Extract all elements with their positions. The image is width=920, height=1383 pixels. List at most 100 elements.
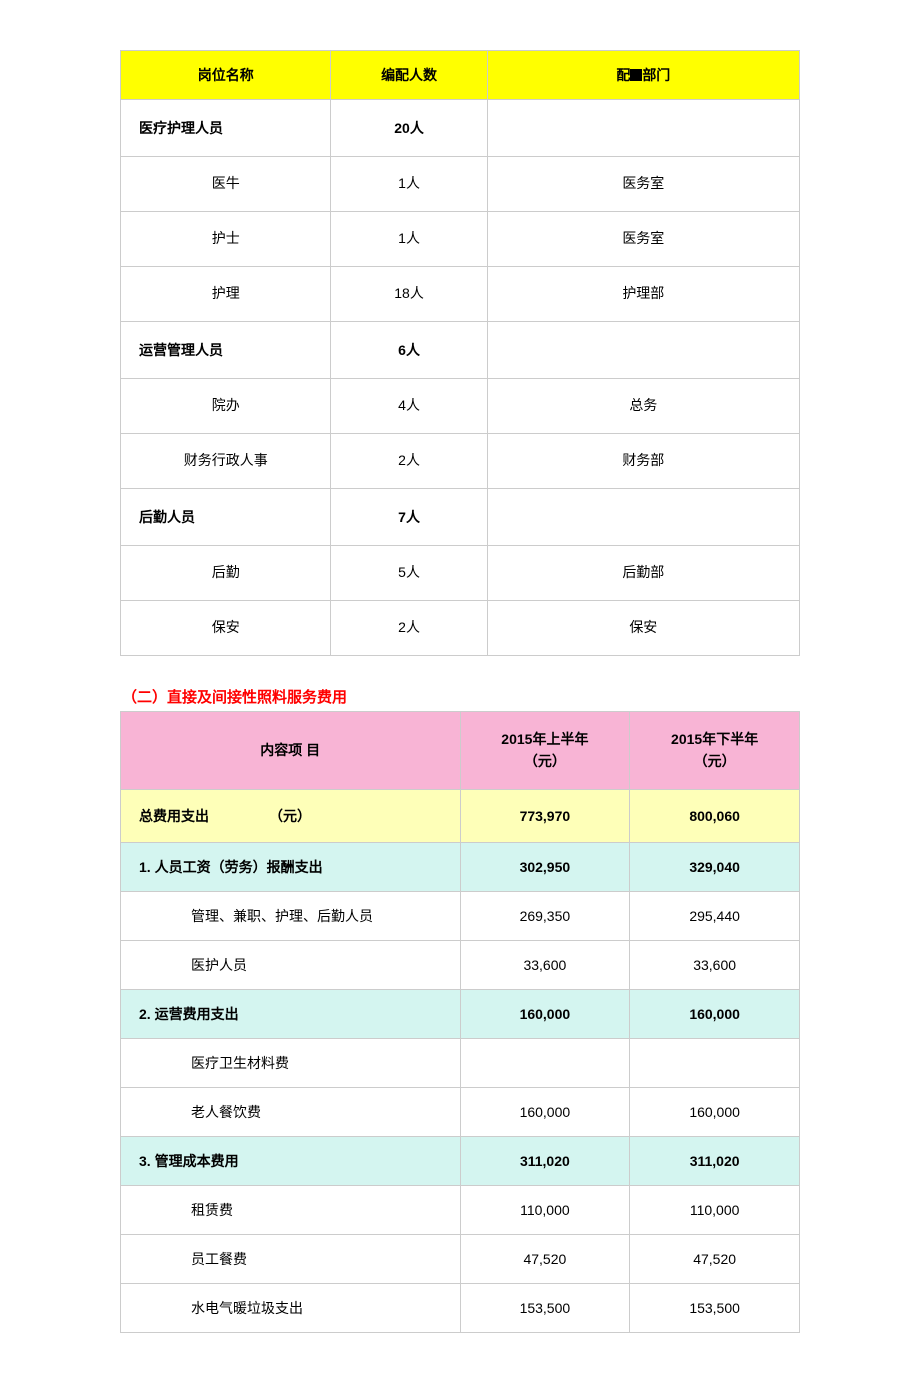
position-count: 4人 (331, 379, 487, 434)
item-name: 管理、兼职、护理、后勤人员 (121, 891, 461, 940)
col-h1-line2: （元） (524, 753, 566, 769)
table1-category-row: 后勤人员7人 (121, 489, 800, 546)
item-h1 (460, 1038, 630, 1087)
col-h2-line2: （元） (694, 753, 736, 769)
table1-category-row: 运营管理人员6人 (121, 322, 800, 379)
item-h1: 47,520 (460, 1234, 630, 1283)
col-count: 编配人数 (331, 51, 487, 100)
total-row: 总费用支出（元）773,970800,060 (121, 789, 800, 842)
category-name: 医疗护理人员 (121, 100, 331, 157)
expense-item-row: 老人餐饮费160,000160,000 (121, 1087, 800, 1136)
group-title: 3. 管理成本费用 (121, 1136, 461, 1185)
table1-sub-row: 后勤5人后勤部 (121, 546, 800, 601)
category-dept (487, 322, 799, 379)
table1-sub-row: 财务行政人事2人财务部 (121, 434, 800, 489)
item-h2: 47,520 (630, 1234, 800, 1283)
table1-sub-row: 院办4人总务 (121, 379, 800, 434)
group-h1: 302,950 (460, 842, 630, 891)
position-dept: 后勤部 (487, 546, 799, 601)
item-h2: 110,000 (630, 1185, 800, 1234)
col-position: 岗位名称 (121, 51, 331, 100)
table2-body: 总费用支出（元）773,970800,0601. 人员工资（劳务）报酬支出302… (121, 789, 800, 1332)
table1-sub-row: 保安2人保安 (121, 601, 800, 656)
position-count: 18人 (331, 267, 487, 322)
item-h1: 160,000 (460, 1087, 630, 1136)
section2-heading: （二）直接及间接性照料服务费用 (120, 686, 800, 707)
black-square-icon (630, 69, 642, 81)
expenses-table: 内容项 目 2015年上半年 （元） 2015年下半年 （元） 总费用支出（元）… (120, 711, 800, 1333)
category-name: 后勤人员 (121, 489, 331, 546)
item-name: 医疗卫生材料费 (121, 1038, 461, 1087)
item-h2: 153,500 (630, 1283, 800, 1332)
category-dept (487, 489, 799, 546)
category-count: 6人 (331, 322, 487, 379)
position-count: 2人 (331, 434, 487, 489)
position-count: 2人 (331, 601, 487, 656)
position-count: 1人 (331, 157, 487, 212)
category-name: 运营管理人员 (121, 322, 331, 379)
col-h1: 2015年上半年 （元） (460, 712, 630, 790)
item-h1: 33,600 (460, 940, 630, 989)
expense-group-row: 3. 管理成本费用311,020311,020 (121, 1136, 800, 1185)
position-name: 护士 (121, 212, 331, 267)
position-dept: 医务室 (487, 212, 799, 267)
col-dept: 配部门 (487, 51, 799, 100)
item-name: 员工餐费 (121, 1234, 461, 1283)
position-name: 财务行政人事 (121, 434, 331, 489)
position-name: 护理 (121, 267, 331, 322)
position-dept: 医务室 (487, 157, 799, 212)
position-dept: 财务部 (487, 434, 799, 489)
position-name: 医牛 (121, 157, 331, 212)
group-title: 2. 运营费用支出 (121, 989, 461, 1038)
position-dept: 保安 (487, 601, 799, 656)
col-h2-line1: 2015年下半年 (671, 731, 758, 747)
total-label: 总费用支出（元） (121, 789, 461, 842)
table1-category-row: 医疗护理人员20人 (121, 100, 800, 157)
item-h2: 295,440 (630, 891, 800, 940)
position-dept: 护理部 (487, 267, 799, 322)
position-name: 保安 (121, 601, 331, 656)
expense-item-row: 管理、兼职、护理、后勤人员269,350295,440 (121, 891, 800, 940)
category-count: 20人 (331, 100, 487, 157)
group-h1: 311,020 (460, 1136, 630, 1185)
table1-header-row: 岗位名称 编配人数 配部门 (121, 51, 800, 100)
group-h1: 160,000 (460, 989, 630, 1038)
expense-group-row: 1. 人员工资（劳务）报酬支出302,950329,040 (121, 842, 800, 891)
table1-sub-row: 护士1人医务室 (121, 212, 800, 267)
total-h1: 773,970 (460, 789, 630, 842)
staffing-table: 岗位名称 编配人数 配部门 医疗护理人员20人医牛1人医务室护士1人医务室护理1… (120, 50, 800, 656)
group-h2: 329,040 (630, 842, 800, 891)
position-count: 1人 (331, 212, 487, 267)
col-item: 内容项 目 (121, 712, 461, 790)
position-dept: 总务 (487, 379, 799, 434)
item-h2 (630, 1038, 800, 1087)
group-title: 1. 人员工资（劳务）报酬支出 (121, 842, 461, 891)
item-name: 老人餐饮费 (121, 1087, 461, 1136)
group-h2: 311,020 (630, 1136, 800, 1185)
table1-sub-row: 医牛1人医务室 (121, 157, 800, 212)
expense-item-row: 医疗卫生材料费 (121, 1038, 800, 1087)
expense-item-row: 水电气暖垃圾支出153,500153,500 (121, 1283, 800, 1332)
expense-group-row: 2. 运营费用支出160,000160,000 (121, 989, 800, 1038)
expense-item-row: 医护人员33,60033,600 (121, 940, 800, 989)
group-h2: 160,000 (630, 989, 800, 1038)
position-count: 5人 (331, 546, 487, 601)
total-h2: 800,060 (630, 789, 800, 842)
position-name: 后勤 (121, 546, 331, 601)
item-h2: 33,600 (630, 940, 800, 989)
table1-sub-row: 护理18人护理部 (121, 267, 800, 322)
position-name: 院办 (121, 379, 331, 434)
item-h1: 153,500 (460, 1283, 630, 1332)
item-h2: 160,000 (630, 1087, 800, 1136)
category-dept (487, 100, 799, 157)
expense-item-row: 员工餐费47,52047,520 (121, 1234, 800, 1283)
item-name: 租赁费 (121, 1185, 461, 1234)
item-name: 水电气暖垃圾支出 (121, 1283, 461, 1332)
item-name: 医护人员 (121, 940, 461, 989)
col-h1-line1: 2015年上半年 (501, 731, 588, 747)
expense-item-row: 租赁费110,000110,000 (121, 1185, 800, 1234)
category-count: 7人 (331, 489, 487, 546)
col-h2: 2015年下半年 （元） (630, 712, 800, 790)
item-h1: 110,000 (460, 1185, 630, 1234)
table1-body: 医疗护理人员20人医牛1人医务室护士1人医务室护理18人护理部运营管理人员6人院… (121, 100, 800, 656)
